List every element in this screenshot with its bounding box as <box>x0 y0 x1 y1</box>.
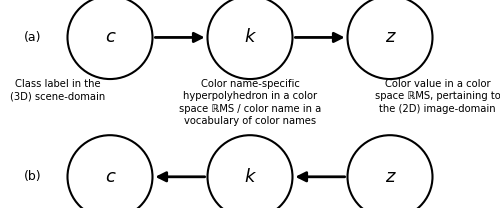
Text: Color name-specific
hyperpolyhedron in a color
space ℝMS / color name in a
vocab: Color name-specific hyperpolyhedron in a… <box>179 79 321 126</box>
Text: z: z <box>385 28 395 46</box>
Text: Color value in a color
space ℝMS, pertaining to
the (2D) image-domain: Color value in a color space ℝMS, pertai… <box>374 79 500 114</box>
Ellipse shape <box>208 0 292 79</box>
Text: k: k <box>245 28 255 46</box>
Text: c: c <box>105 28 115 46</box>
Ellipse shape <box>68 0 152 79</box>
Ellipse shape <box>68 135 152 208</box>
Text: (a): (a) <box>24 31 41 44</box>
Ellipse shape <box>348 0 432 79</box>
Text: k: k <box>245 168 255 186</box>
Text: z: z <box>385 168 395 186</box>
Text: (b): (b) <box>24 170 42 183</box>
Text: c: c <box>105 168 115 186</box>
Ellipse shape <box>208 135 292 208</box>
Ellipse shape <box>348 135 432 208</box>
Text: Class label in the
(3D) scene-domain: Class label in the (3D) scene-domain <box>10 79 105 102</box>
